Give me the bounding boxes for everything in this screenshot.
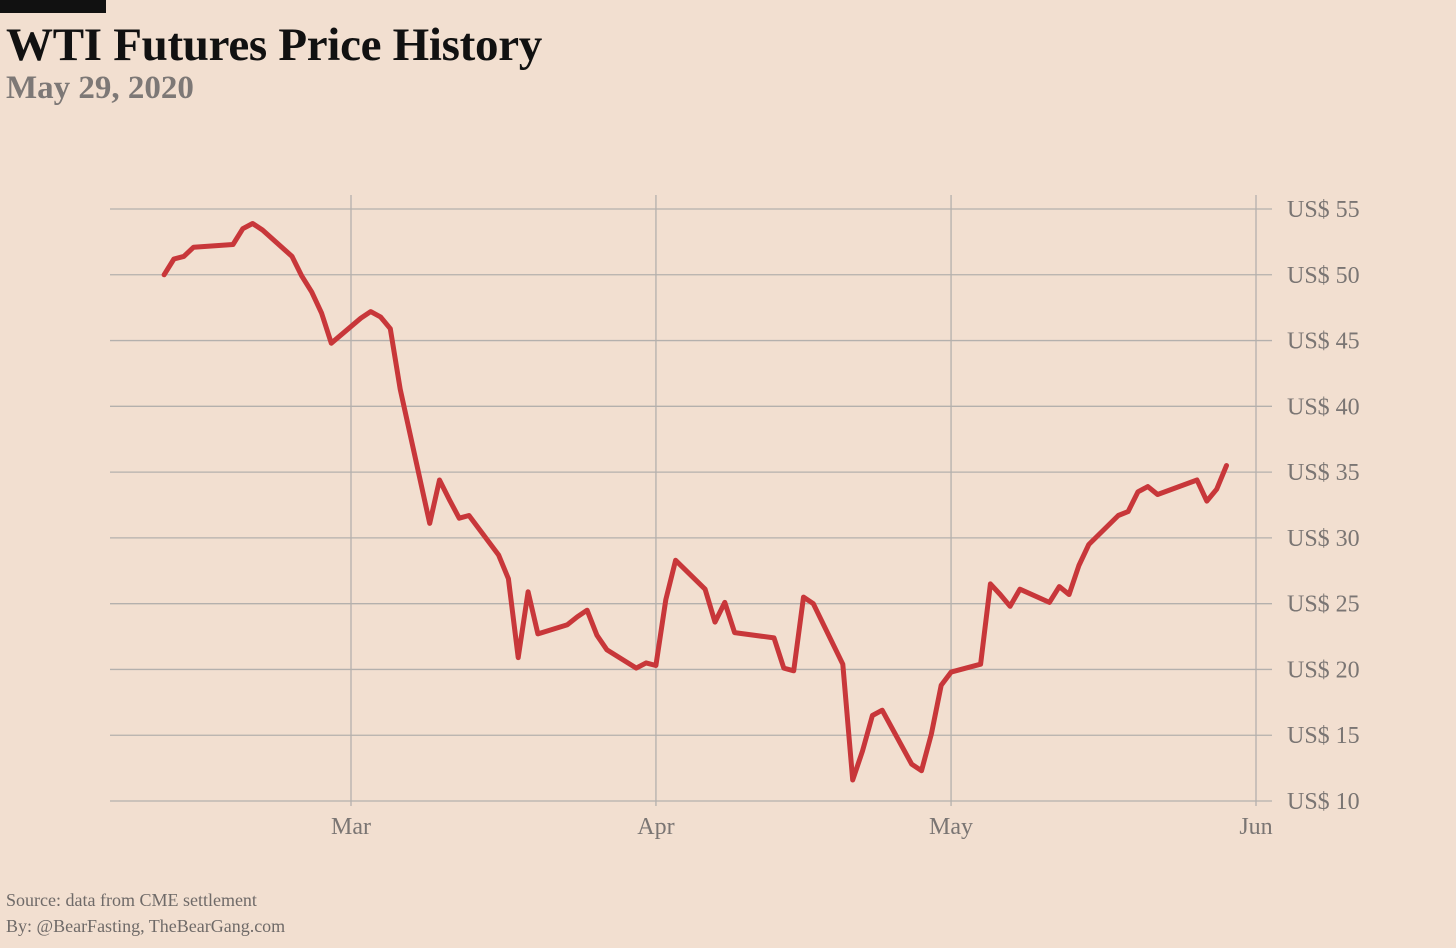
price-line-chart: US$ 10 US$ 15 US$ 20 US$ 25 US$ 30 US$ 35 US$ … <box>110 195 1360 840</box>
y-tick-label: US$ 55 <box>1287 197 1360 223</box>
y-tick-label: US$ 45 <box>1287 329 1360 355</box>
price-series-line <box>161 221 1229 783</box>
x-tick-label: Apr <box>637 814 674 840</box>
chart-subtitle: May 29, 2020 <box>6 70 194 106</box>
x-tick-label: May <box>929 814 973 840</box>
y-tick-label: US$ 25 <box>1287 592 1360 618</box>
x-tick-labels: Mar Apr May Jun <box>331 814 1273 840</box>
top-accent-bar <box>0 0 106 13</box>
x-tick-label: Jun <box>1239 814 1272 840</box>
source-note: Source: data from CME settlement <box>6 890 257 910</box>
y-tick-label: US$ 50 <box>1287 263 1360 289</box>
y-tick-label: US$ 10 <box>1287 789 1360 815</box>
y-tick-label: US$ 35 <box>1287 460 1360 486</box>
chart-title: WTI Futures Price History <box>6 19 542 71</box>
y-tick-label: US$ 30 <box>1287 526 1360 552</box>
x-gridlines <box>350 195 1257 806</box>
y-tick-labels: US$ 10 US$ 15 US$ 20 US$ 25 US$ 30 US$ 35 US$ … <box>1287 197 1360 815</box>
series-layer <box>161 221 1229 783</box>
y-tick-label: US$ 40 <box>1287 394 1360 420</box>
byline: By: @BearFasting, TheBearGang.com <box>6 916 286 936</box>
y-tick-label: US$ 15 <box>1287 723 1360 749</box>
y-tick-label: US$ 20 <box>1287 657 1360 683</box>
y-gridlines <box>110 208 1272 802</box>
x-tick-label: Mar <box>331 814 371 840</box>
